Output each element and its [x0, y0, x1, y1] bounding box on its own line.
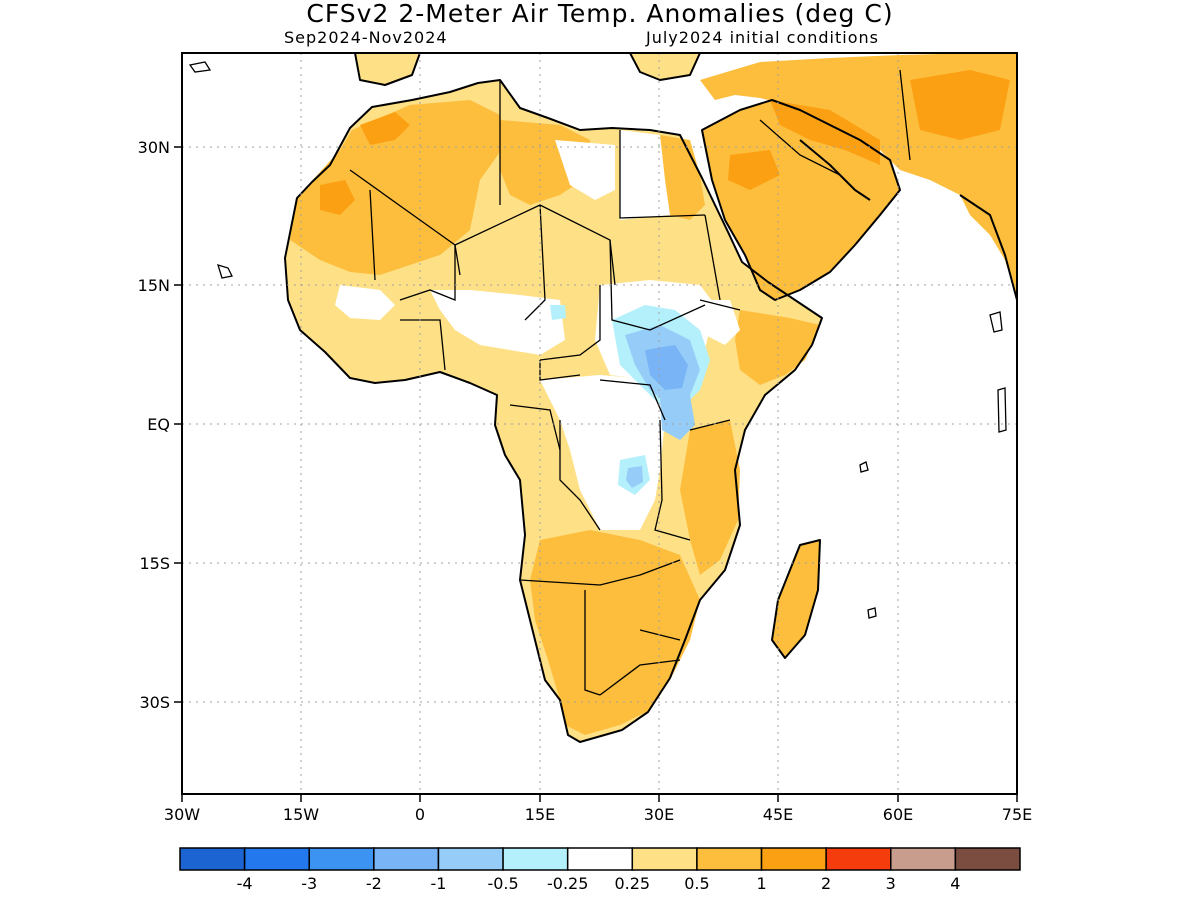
colorbar: [179, 847, 1021, 871]
colorbar-swatch: [437, 847, 504, 871]
colorbar-label: -1: [430, 874, 446, 893]
cool-ne-nigeria: [550, 305, 566, 320]
europe-land-2: [630, 53, 700, 80]
colorbar-label: 0.5: [684, 874, 709, 893]
orange-egypt-coast: [660, 135, 705, 220]
orange-madagascar: [772, 540, 820, 658]
forecast-period: Sep2024-Nov2024: [284, 28, 448, 47]
boundaries: [284, 53, 1017, 743]
y-tick-labels: 30N 15N EQ 15S 30S: [138, 138, 170, 712]
graticule: [182, 53, 1017, 794]
colorbar-swatch: [890, 847, 957, 871]
initial-conditions: July2024 initial conditions: [646, 28, 879, 47]
y-tick-label: EQ: [147, 415, 170, 434]
near-normal-ethiopia: [705, 300, 740, 345]
colorbar-swatch: [179, 847, 246, 871]
islands: [188, 61, 1007, 619]
x-tick-label: 45E: [763, 805, 793, 824]
colorbar-swatch: [373, 847, 440, 871]
india-land: [960, 190, 1017, 300]
map-title: CFSv2 2-Meter Air Temp. Anomalies (deg C…: [306, 0, 894, 28]
orange-east-africa: [680, 420, 740, 575]
india-coastline: [959, 194, 1017, 301]
colorbar-label: -0.25: [547, 874, 588, 893]
near-normal-libya: [555, 140, 615, 200]
colorbar-label: 3: [886, 874, 896, 893]
x-tick-label: 0: [415, 805, 425, 824]
colorbar-swatch: [760, 847, 827, 871]
colorbar-label: -3: [301, 874, 317, 893]
colorbar-swatch: [502, 847, 569, 871]
x-tick-labels: 30W 15W 0 15E 30E 45E 60E 75E: [164, 805, 1032, 824]
arabia-coastline: [701, 99, 901, 301]
y-tick-label: 15S: [139, 554, 170, 573]
x-tick-label: 75E: [1002, 805, 1032, 824]
colorbar-label: -0.5: [487, 874, 518, 893]
x-tick-label: 60E: [883, 805, 913, 824]
orange-arabia-deep-2: [728, 150, 780, 190]
anomaly-shading: [285, 53, 1017, 742]
colorbar-swatch: [696, 847, 763, 871]
y-tick-label: 30N: [138, 138, 170, 157]
colorbar-swatch: [631, 847, 698, 871]
y-tick-label: 30S: [139, 693, 170, 712]
map-content: [188, 53, 1017, 743]
cool-south-sudan-core: [645, 345, 688, 390]
colorbar-label: -4: [237, 874, 253, 893]
colorbar-label: 4: [950, 874, 960, 893]
y-tick-label: 15N: [138, 276, 170, 295]
africa-coastline: [284, 79, 823, 743]
tick-marks: [174, 146, 1018, 802]
colorbar-label: 1: [756, 874, 766, 893]
x-tick-label: 30W: [164, 805, 200, 824]
orange-arabia-deep: [770, 100, 880, 165]
madagascar-coastline: [771, 539, 821, 659]
gulf-coast: [799, 139, 871, 201]
x-tick-label: 30E: [644, 805, 674, 824]
orange-southern-africa: [530, 530, 700, 735]
colorbar-label: -2: [366, 874, 382, 893]
colorbar-label: 2: [821, 874, 831, 893]
colorbar-swatch: [566, 847, 634, 871]
colorbar-labels: -4 -3 -2 -1 -0.5 -0.25 0.25 0.5 1 2 3 4: [237, 874, 961, 893]
colorbar-label: 0.25: [614, 874, 650, 893]
orange-west-sahara: [320, 180, 355, 215]
cool-uganda: [660, 395, 695, 440]
x-tick-label: 15E: [525, 805, 555, 824]
orange-iran-deep: [910, 70, 1010, 140]
colorbar-swatch: [954, 847, 1021, 871]
colorbar-swatch: [308, 847, 375, 871]
near-normal-sahel: [430, 290, 565, 355]
orange-morocco: [360, 112, 410, 145]
cool-drc-core: [626, 466, 643, 488]
colorbar-swatch: [825, 847, 892, 871]
europe-coast-2: [629, 53, 701, 81]
europe-coast-1: [354, 53, 421, 86]
near-normal-west: [335, 285, 395, 320]
orange-north-africa: [290, 100, 505, 275]
near-normal-egypt: [620, 130, 670, 220]
x-tick-label: 15W: [283, 805, 319, 824]
colorbar-swatch: [243, 847, 310, 871]
